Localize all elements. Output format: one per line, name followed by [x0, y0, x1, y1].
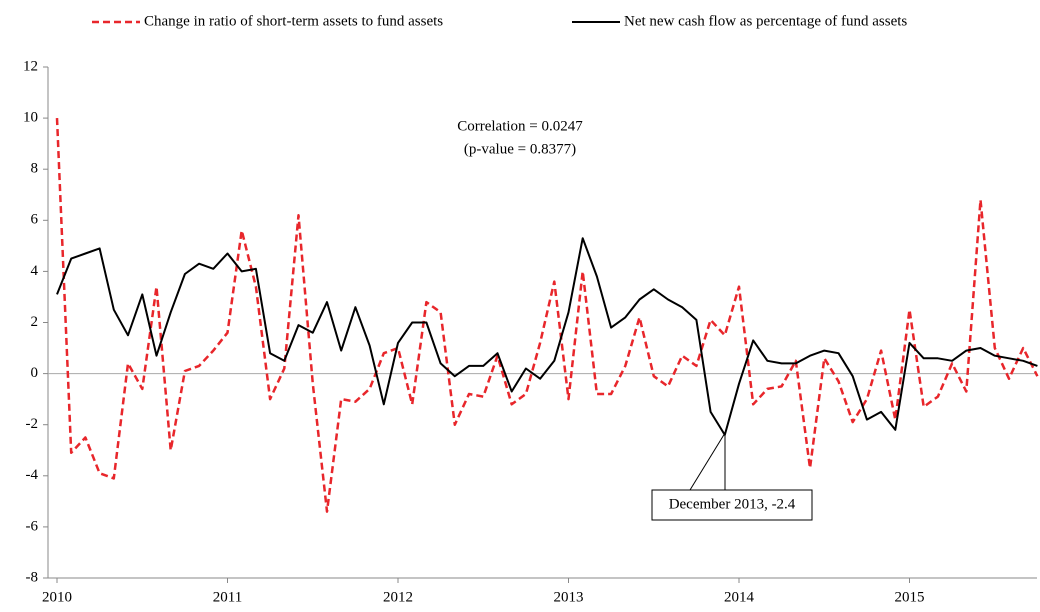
x-tick-label: 2011 [213, 589, 242, 605]
y-tick-label: 4 [31, 263, 39, 279]
x-tick-label: 2012 [383, 589, 413, 605]
y-tick-label: -4 [26, 467, 39, 483]
y-tick-label: 10 [23, 110, 38, 126]
legend-label: Change in ratio of short-term assets to … [144, 13, 443, 29]
annotation-box [651, 489, 813, 521]
x-tick-label: 2014 [724, 589, 755, 605]
annotation: (p-value = 0.8377) [464, 141, 576, 157]
y-tick-label: 12 [23, 58, 38, 74]
leader-line [689, 432, 726, 491]
y-tick-label: -8 [26, 569, 39, 585]
y-tick-label: -6 [26, 518, 39, 534]
x-tick-label: 2015 [895, 589, 925, 605]
y-tick-label: 2 [31, 314, 39, 330]
series-line [56, 237, 1038, 436]
y-tick-label: 6 [31, 212, 39, 228]
annotation: December 2013, -2.4 [669, 496, 796, 512]
y-tick-label: 0 [31, 365, 39, 381]
series-line [55, 118, 1039, 513]
legend-label: Net new cash flow as percentage of fund … [624, 13, 907, 29]
x-tick-label: 2013 [554, 589, 584, 605]
y-tick-label: 8 [31, 161, 39, 177]
annotation: Correlation = 0.0247 [457, 118, 583, 134]
y-tick-label: -2 [26, 416, 39, 432]
x-tick-label: 2010 [42, 589, 72, 605]
